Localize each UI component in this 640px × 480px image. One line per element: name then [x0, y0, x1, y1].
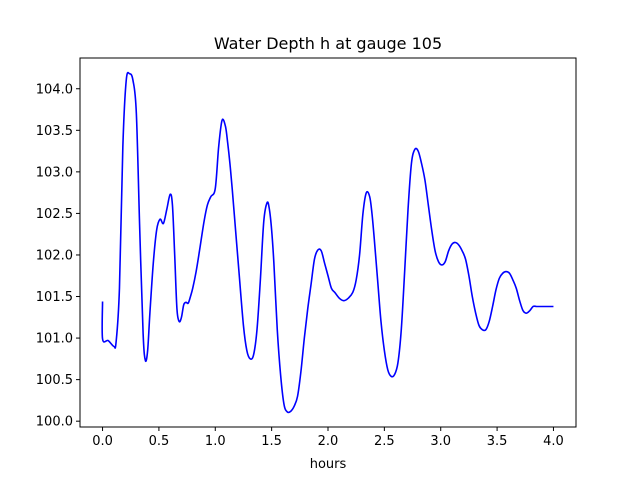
y-tick-label: 101.0 — [36, 332, 73, 347]
y-tick-label: 102.5 — [36, 207, 73, 222]
y-tick-label: 100.5 — [36, 373, 73, 388]
y-axis-ticks: 100.0 100.5 101.0 101.5 102.0 102.5 103.0 103.5… — [36, 82, 80, 430]
x-tick-label: 0.0 — [92, 434, 113, 449]
y-tick-label: 102.0 — [36, 248, 73, 263]
x-tick-label: 1.5 — [261, 434, 282, 449]
x-tick-label: 3.0 — [430, 434, 451, 449]
y-tick-label: 101.5 — [36, 290, 73, 305]
y-tick-label: 103.5 — [36, 124, 73, 139]
y-tick-label: 100.0 — [36, 415, 73, 430]
plot-frame — [79, 57, 577, 428]
y-tick-label: 103.0 — [36, 165, 73, 180]
x-tick-label: 4.0 — [543, 434, 564, 449]
series-line — [101, 71, 554, 414]
y-tick-label: 104.0 — [36, 82, 73, 97]
x-tick-label: 2.5 — [374, 434, 395, 449]
x-tick-label: 3.5 — [487, 434, 508, 449]
x-axis-ticks: 0.0 0.5 1.0 1.5 2.0 2.5 3.0 3.5 4.0 — [92, 427, 564, 449]
x-tick-label: 1.0 — [205, 434, 226, 449]
x-tick-label: 0.5 — [149, 434, 170, 449]
x-tick-label: 2.0 — [318, 434, 339, 449]
x-axis-label: hours — [310, 457, 347, 472]
chart-title: Water Depth h at gauge 105 — [214, 34, 442, 53]
